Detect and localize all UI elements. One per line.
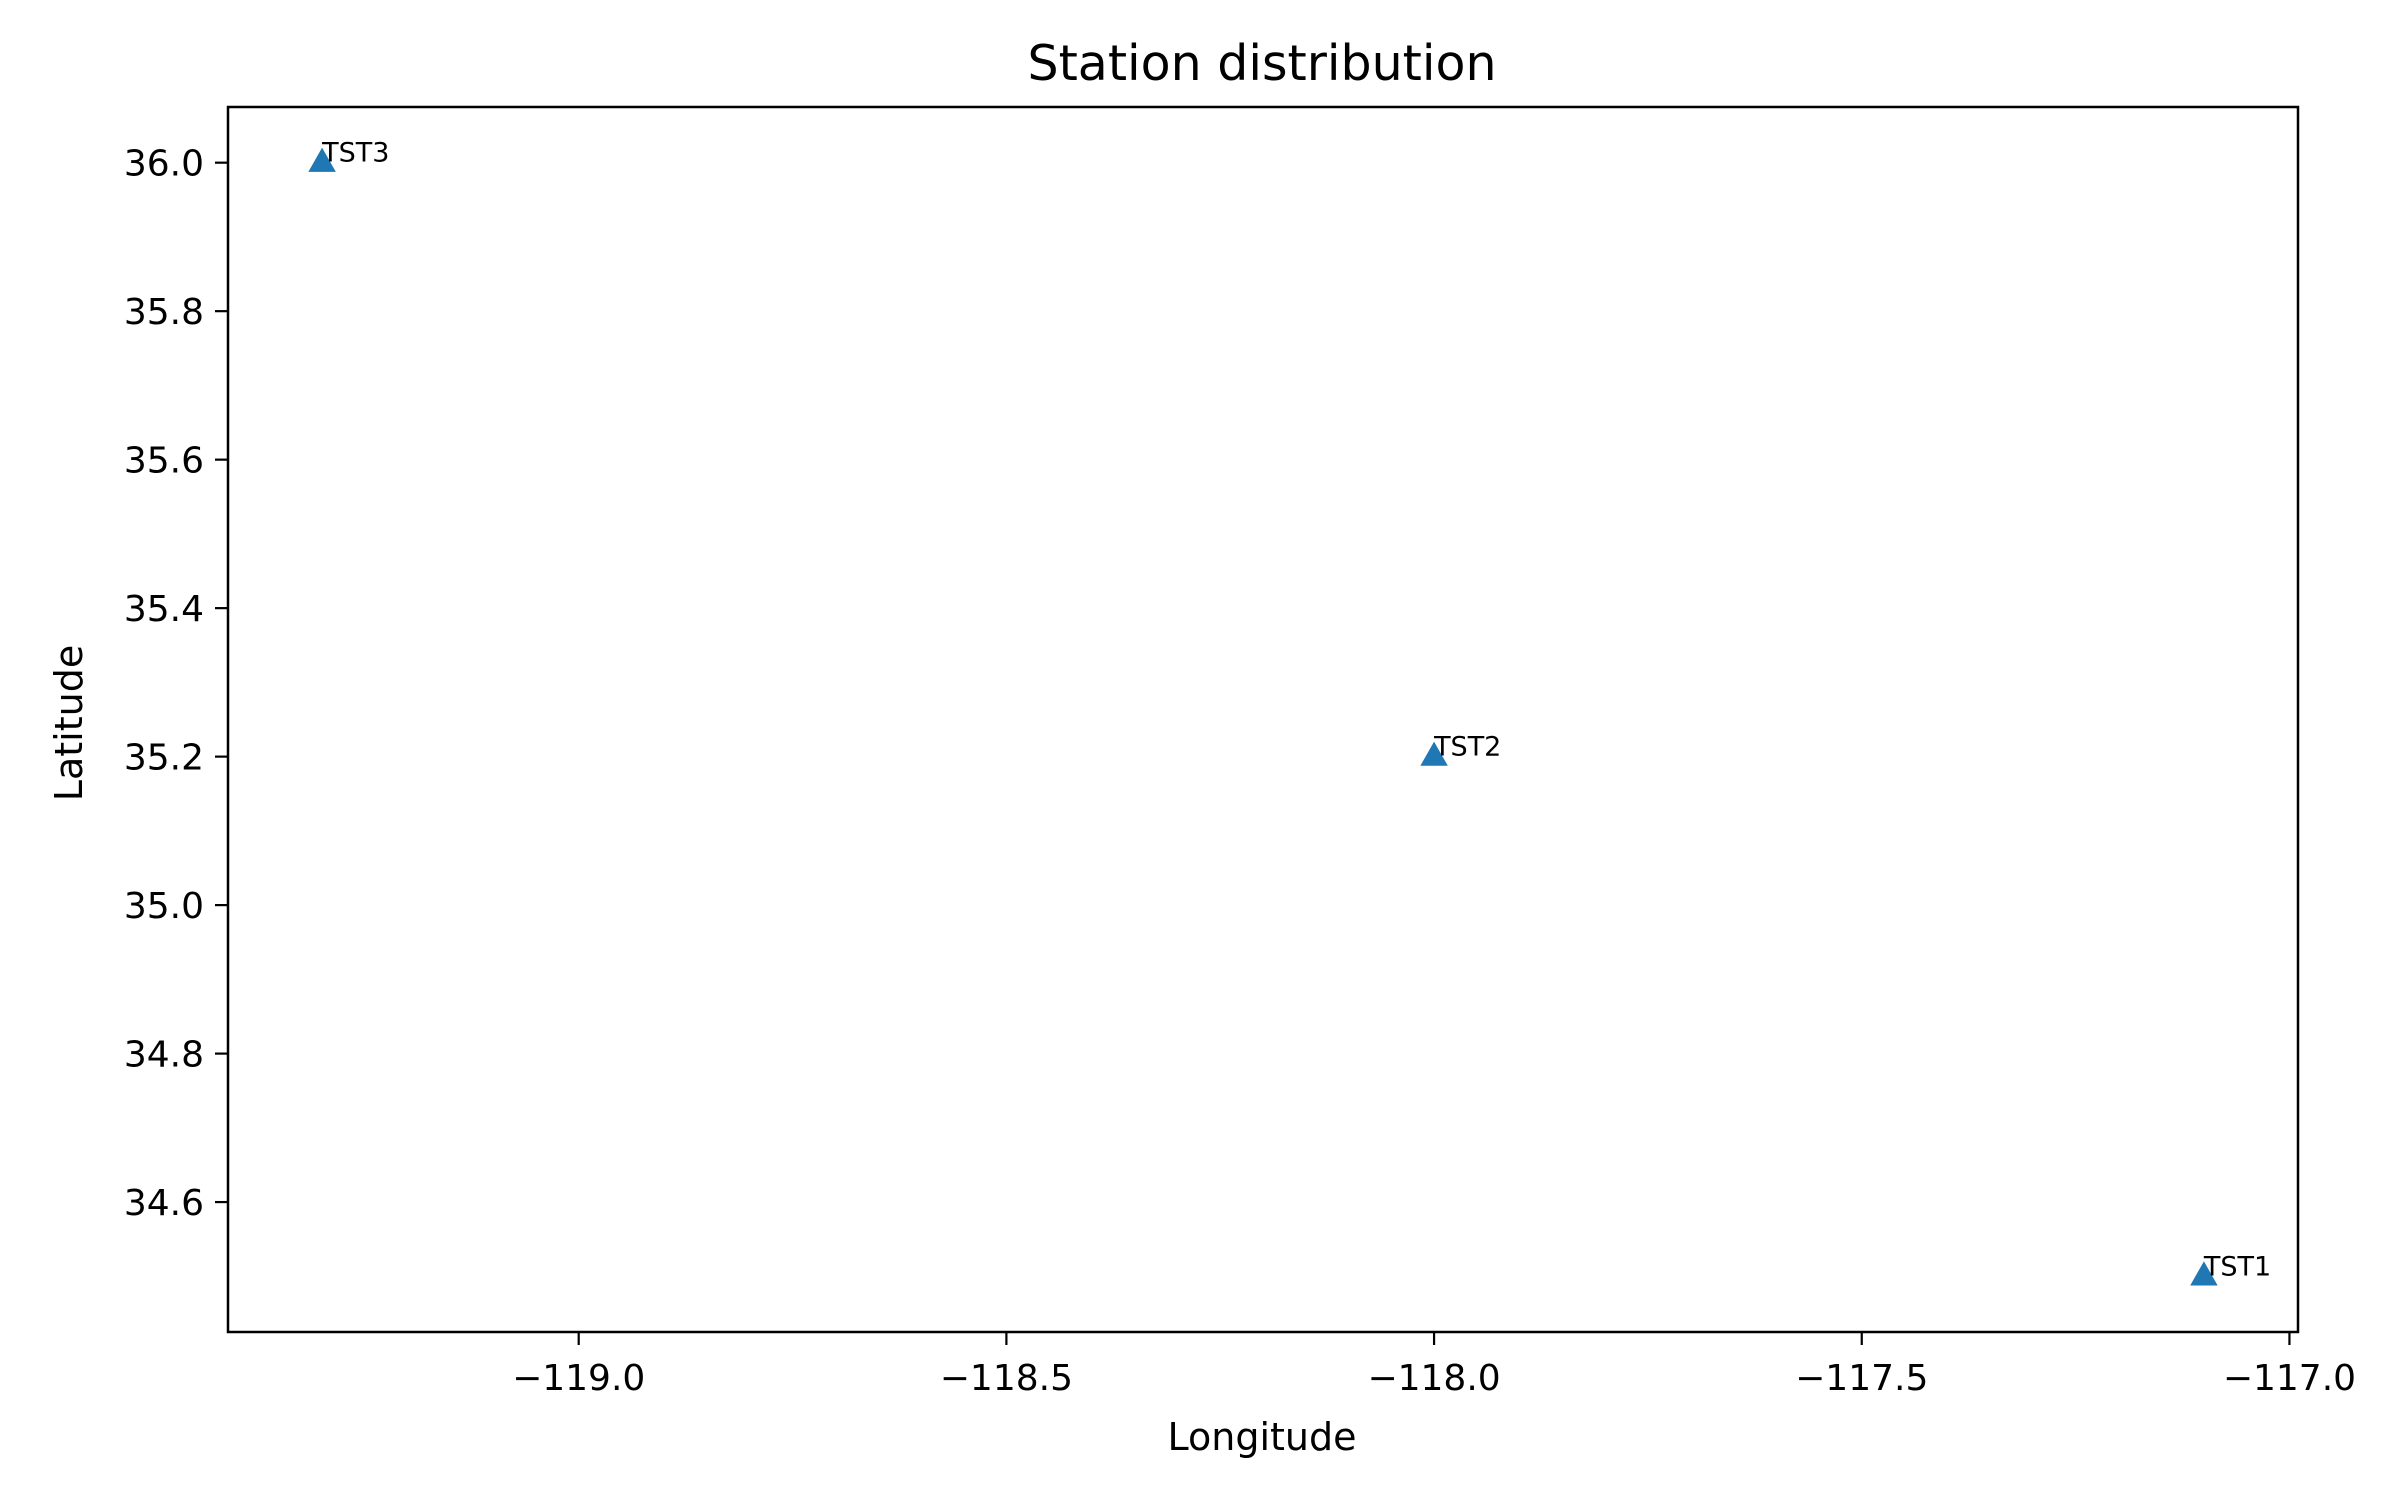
station-markers <box>308 147 2218 1286</box>
station-label: TST1 <box>2203 1251 2271 1282</box>
x-tick-label: −118.0 <box>1367 1358 1500 1399</box>
chart-title: Station distribution <box>1027 35 1496 92</box>
y-tick-label: 36.0 <box>124 144 204 185</box>
plot-frame <box>226 105 2300 1334</box>
x-tick-label: −117.5 <box>1795 1358 1928 1399</box>
y-axis-label: Latitude <box>47 645 91 801</box>
y-tick-label: 34.6 <box>124 1183 204 1224</box>
x-tick-label: −118.5 <box>940 1358 1073 1399</box>
station-label: TST3 <box>321 138 389 169</box>
x-axis: −119.0 −118.5 −118.0 −117.5 −117.0 <box>512 1332 2356 1399</box>
y-tick-label: 35.8 <box>124 292 204 333</box>
station-marker <box>308 147 336 172</box>
y-tick-label: 35.6 <box>124 441 204 482</box>
y-tick-label: 35.4 <box>124 589 204 630</box>
station-marker <box>2190 1261 2218 1286</box>
station-label: TST2 <box>1433 732 1501 763</box>
x-tick-label: −119.0 <box>512 1358 645 1399</box>
y-tick-label: 34.8 <box>124 1035 204 1076</box>
plot-area: −119.0 −118.5 −118.0 −117.5 −117.0 34.634.83… <box>124 105 2356 1399</box>
y-tick-label: 35.2 <box>124 738 204 779</box>
y-axis: 34.6 34.8 35.0 35.2 35.4 35.6 35.8 36.0 <box>124 144 228 1224</box>
y-tick-label: 35.0 <box>124 886 204 927</box>
x-axis-label: Longitude <box>1168 1415 1357 1459</box>
station-labels: TST1 TST2 TST3 <box>321 138 2271 1283</box>
station-marker <box>1420 741 1448 766</box>
x-tick-label: −117.0 <box>2223 1358 2356 1399</box>
